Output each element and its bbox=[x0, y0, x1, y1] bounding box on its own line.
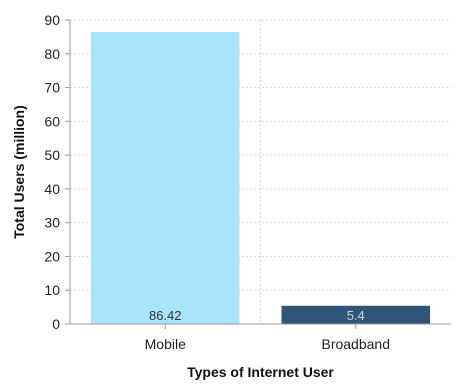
y-tick-label: 0 bbox=[52, 316, 60, 332]
y-tick-label: 90 bbox=[44, 12, 60, 28]
bar-broadband bbox=[281, 305, 430, 324]
x-tick-label: Broadband bbox=[321, 336, 390, 352]
data-label: 86.42 bbox=[149, 308, 182, 323]
y-tick-label: 20 bbox=[44, 248, 60, 264]
x-axis-categories: Mobile Broadband bbox=[145, 324, 390, 352]
y-axis-title: Total Users (million) bbox=[11, 105, 27, 239]
y-tick-label: 10 bbox=[44, 282, 60, 298]
y-tick-label: 30 bbox=[44, 215, 60, 231]
bar-mobile bbox=[91, 32, 240, 325]
y-tick-label: 70 bbox=[44, 80, 60, 96]
y-tick-label: 80 bbox=[44, 46, 60, 62]
x-tick-label: Mobile bbox=[145, 336, 186, 352]
data-label: 5.4 bbox=[347, 308, 365, 323]
y-tick-label: 60 bbox=[44, 113, 60, 129]
gridlines bbox=[70, 19, 451, 324]
bars bbox=[91, 32, 430, 325]
data-labels: 86.42 5.4 bbox=[149, 308, 365, 323]
y-tick-label: 50 bbox=[44, 147, 60, 163]
y-tick-label: 40 bbox=[44, 181, 60, 197]
x-axis-title: Types of Internet User bbox=[187, 364, 334, 380]
y-axis-ticks: 0 10 20 30 40 50 60 70 80 90 bbox=[44, 12, 70, 332]
